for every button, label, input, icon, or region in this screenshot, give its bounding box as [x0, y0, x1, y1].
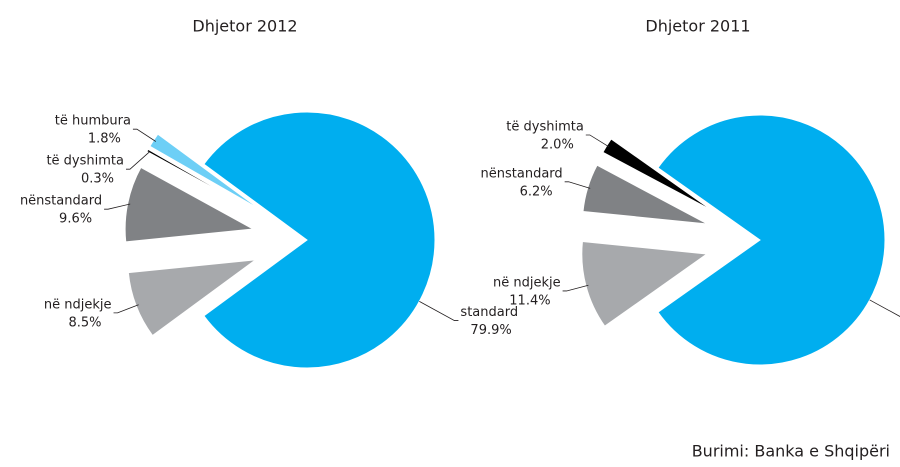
- slice-value-label: 0.3%: [81, 172, 114, 187]
- chart-title: Dhjetor 2012: [192, 17, 297, 36]
- leader-line: [125, 151, 150, 170]
- pie-slice: [203, 111, 436, 369]
- slice-value-label: 79.9%: [470, 323, 511, 338]
- leader-line: [104, 203, 131, 210]
- slice-value-label: 9.6%: [59, 212, 92, 227]
- slice-label: në ndjekje: [44, 297, 112, 312]
- slice-value-label: 2.0%: [541, 137, 574, 152]
- slice-label: nënstandard: [20, 194, 102, 209]
- slice-label: standard: [460, 305, 518, 320]
- slice-label: të dyshimta: [46, 154, 124, 169]
- slice-value-label: 8.5%: [69, 315, 102, 330]
- leader-line: [869, 299, 900, 317]
- leader-line: [585, 134, 610, 148]
- slice-label: të dyshimta: [506, 119, 584, 134]
- slice-label: në ndjekje: [493, 275, 561, 290]
- chart-title: Dhjetor 2011: [645, 17, 750, 36]
- leader-line: [419, 301, 459, 321]
- pie-slice: [657, 114, 886, 366]
- source-note: Burimi: Banka e Shqipëri: [692, 442, 890, 461]
- slice-label: të humbura: [55, 114, 131, 129]
- slice-value-label: 11.4%: [509, 293, 550, 308]
- slice-value-label: 6.2%: [520, 184, 553, 199]
- leader-line: [562, 284, 589, 292]
- slice-label: nënstandard: [481, 166, 563, 181]
- leader-line: [564, 181, 591, 189]
- slice-value-label: 1.8%: [88, 132, 121, 147]
- pie-slice: [146, 148, 260, 214]
- leader-line: [132, 128, 157, 142]
- pie-slice: [124, 166, 255, 243]
- leader-line: [113, 304, 139, 314]
